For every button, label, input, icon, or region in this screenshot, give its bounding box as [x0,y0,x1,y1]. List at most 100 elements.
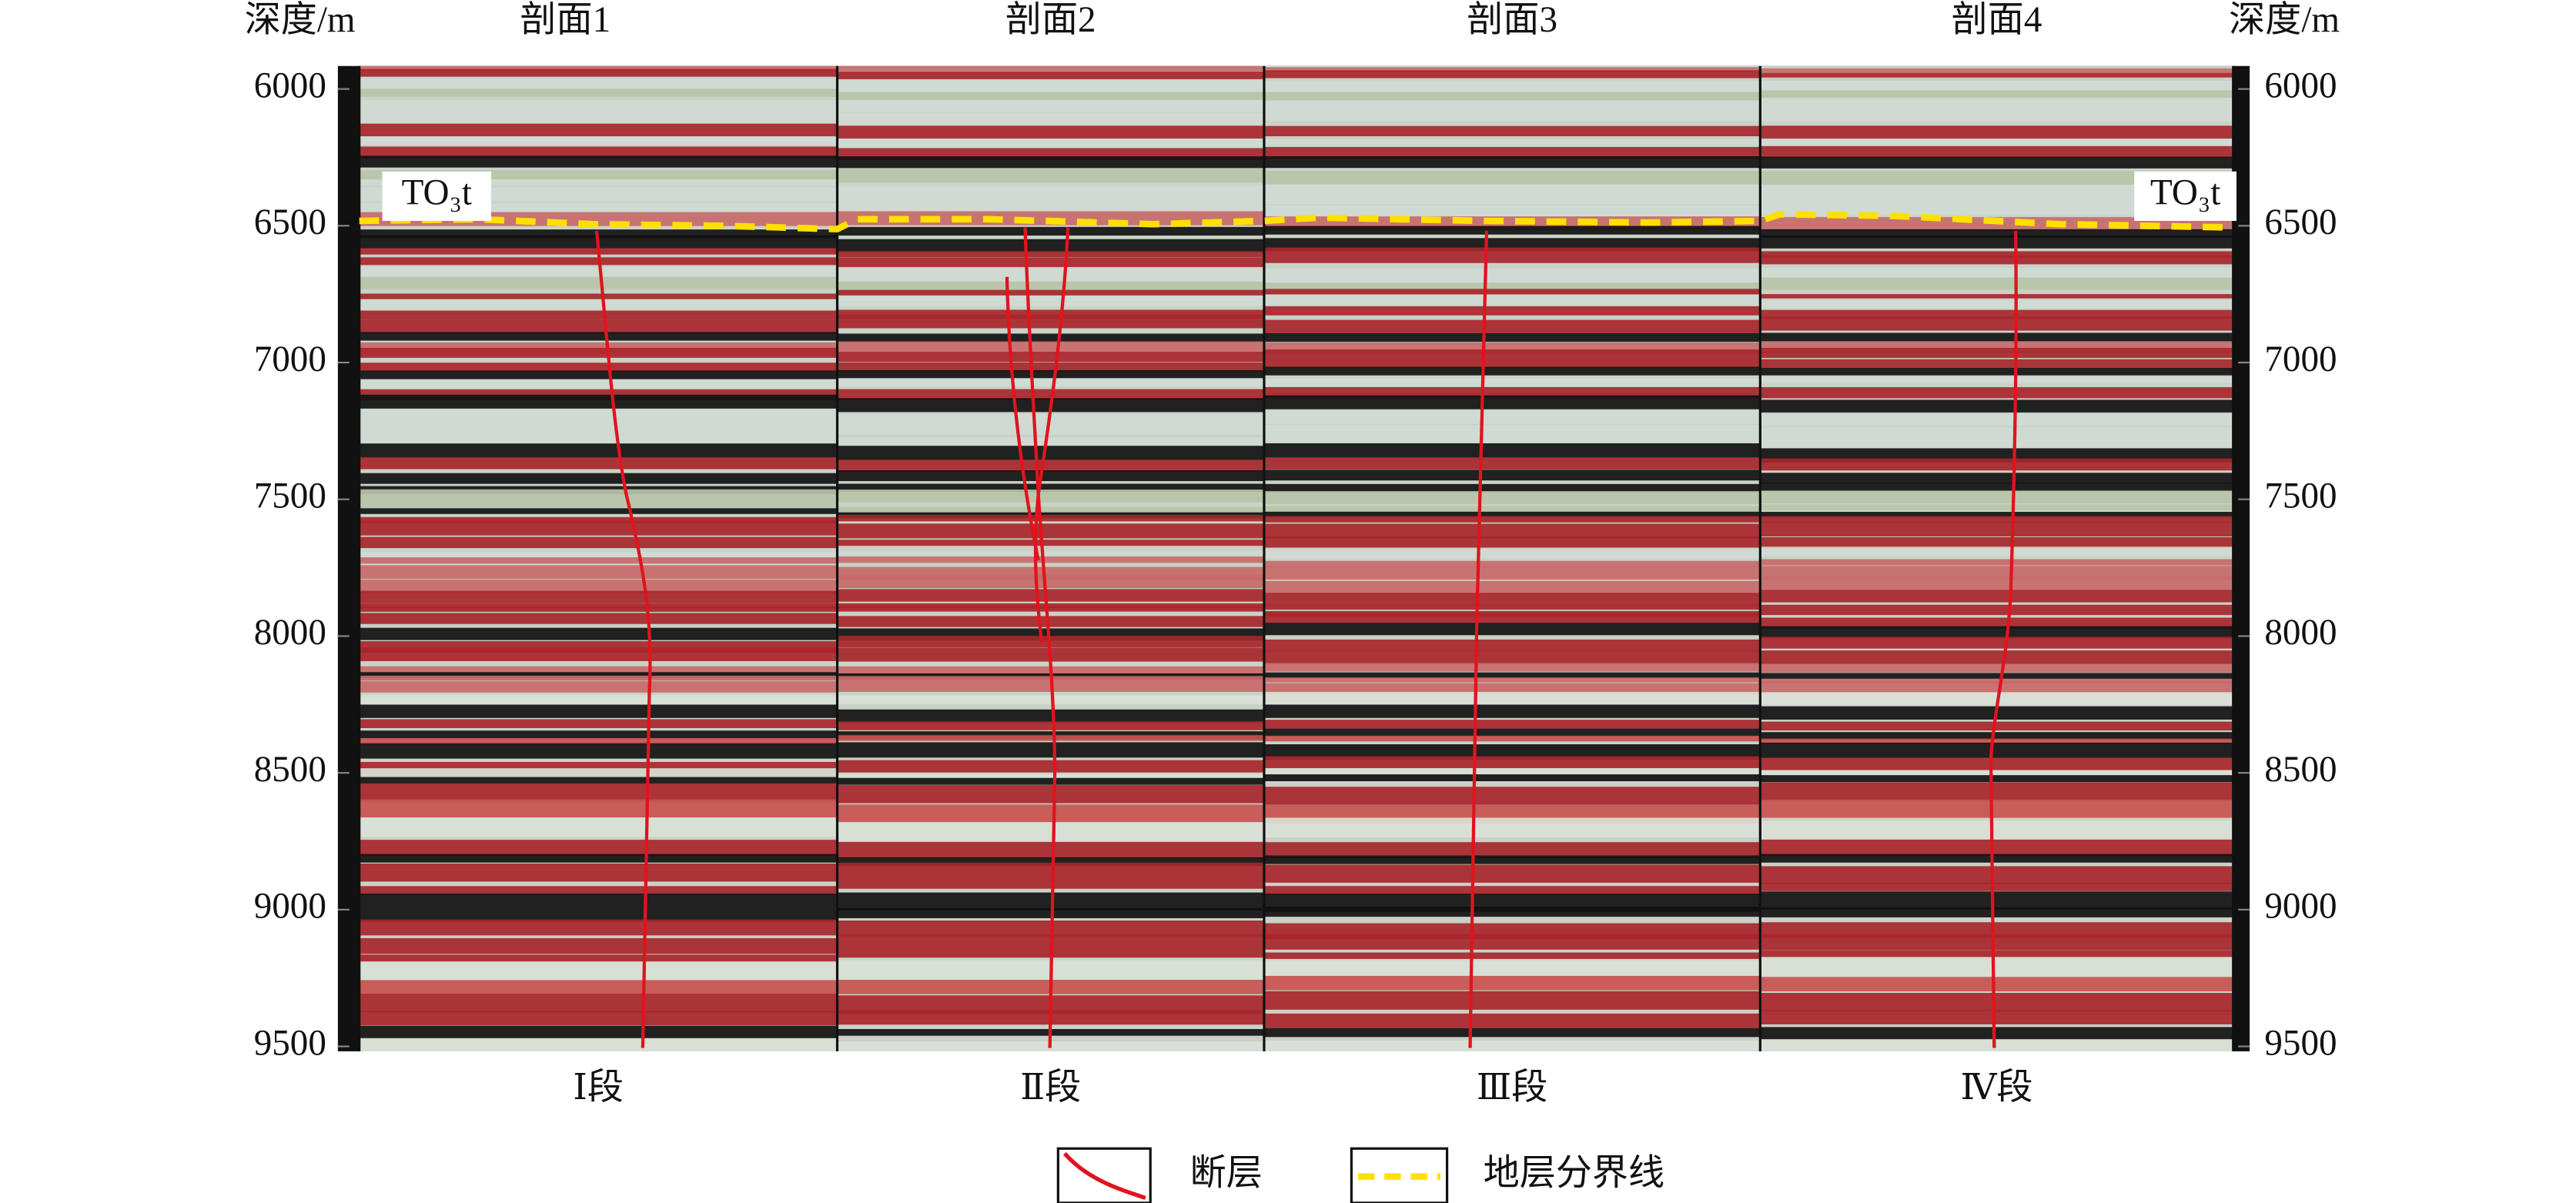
seismic-band [1263,491,1761,504]
legend-label: 断层 [1190,1153,1263,1193]
seismic-band [359,422,838,434]
seismic-band [837,99,1264,113]
seismic-band [837,168,1264,182]
seismic-band [1760,663,2233,673]
seismic-band [1760,1027,2233,1040]
fault-line [1989,230,2018,1048]
seismic-band [1760,882,2233,891]
seismic-band [1263,604,1761,610]
seismic-band [1263,289,1761,295]
seismic-band [1263,306,1761,316]
y-tick-label-right: 9000 [2264,887,2337,927]
seismic-band [1760,782,2233,800]
seismic-band [359,370,838,379]
horizon-label-box [382,171,491,221]
seismic-band [837,506,1264,513]
seismic-band [1760,483,2233,492]
seismic-band [837,138,1264,148]
seismic-band [359,516,838,524]
seismic-band [359,681,838,693]
seismic-band [1760,934,2233,951]
seismic-band [359,136,838,145]
seismic-band [359,937,838,954]
seismic-band [1263,155,1761,169]
seismic-band [837,156,1264,169]
seismic-band [837,785,1264,804]
seismic-band [1760,229,2233,239]
seismic-band [837,556,1264,563]
seismic-band [1760,438,2233,449]
y-tick-label: 8000 [254,613,326,653]
seismic-band [1263,67,1761,72]
legend: 断层 地层分界线 [1056,1147,1664,1203]
seismic-band [1263,886,1761,895]
seismic-band [1263,756,1761,769]
seismic-band [1263,147,1761,159]
seismic-band [1263,560,1761,567]
seismic-band [359,363,838,372]
seismic-band [359,265,838,279]
seismic-band [1760,800,2233,818]
seismic-band [1760,294,2233,300]
seismic-band [1760,742,2233,758]
y-tick-label: 9500 [254,1023,326,1063]
seismic-band [359,319,838,334]
seismic-band [1263,767,1761,775]
seismic-band [837,289,1264,296]
y-tick-label: 6000 [254,65,326,105]
seismic-band [1760,673,2233,680]
seismic-band [359,783,838,802]
seismic-band [359,536,838,549]
seismic-band [837,251,1264,258]
seismic-band [837,423,1264,435]
seismic-band [359,473,838,484]
seismic-band [359,409,838,423]
seismic-band [1760,399,2233,414]
seismic-band [1263,566,1761,580]
seismic-band [837,437,1264,448]
seismic-band [1760,490,2233,504]
seismic-band [1263,735,1761,742]
seismic-band [1760,458,2233,471]
seismic-band [1263,247,1761,255]
y-tick-label-right: 9500 [2264,1023,2337,1063]
seismic-band [1760,473,2233,484]
seismic-band [837,459,1264,472]
seismic-band [1760,504,2233,511]
seismic-band [1263,511,1761,518]
horizon-label-box [2134,171,2237,221]
seismic-band [1263,136,1761,145]
seismic-band [359,719,838,729]
seismic-band [1760,536,2233,549]
seismic-band [837,774,1264,781]
y-tick-label-right: 7500 [2264,476,2337,516]
seismic-band [359,299,838,310]
seismic-band [1263,958,1761,979]
fault-line [1005,276,1040,561]
y-tick-label-right: 8500 [2264,750,2337,790]
seismic-band [359,954,838,963]
seismic-band [359,379,838,389]
seismic-band [1263,516,1761,523]
seismic-band [837,892,1264,911]
seismic-band [359,443,838,458]
seismic-band [1263,294,1761,306]
seismic-band [1263,744,1761,760]
seismic-band [1760,204,2233,216]
seismic-band [359,65,838,72]
seismic-band [359,627,838,640]
fault-line [1033,227,1070,643]
segment-label: Ⅰ段 [573,1068,624,1108]
seismic-band [1760,368,2233,377]
seismic-band [837,341,1264,353]
seismic-band [837,314,1264,329]
horizon-label: TO₃t [402,173,472,213]
seismic-band [1760,576,2233,590]
seismic-band [1263,366,1761,376]
seismic-band [359,697,838,706]
seismic-band [837,352,1264,363]
axis-label-right: 深度/m [2229,0,2340,40]
seismic-band [1263,483,1761,493]
seismic-band [1263,817,1761,837]
